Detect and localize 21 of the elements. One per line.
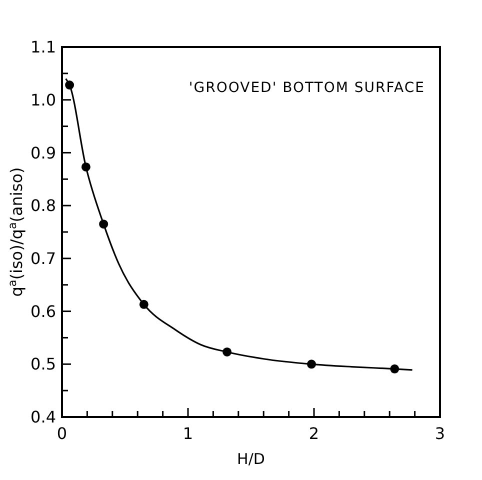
y-tick-label: 0.4	[30, 408, 56, 427]
x-tick-label: 3	[434, 424, 446, 443]
x-tick-label: 1	[182, 424, 194, 443]
annotation: 'GROOVED' BOTTOM SURFACE	[188, 80, 425, 96]
x-axis-title: H/D	[237, 450, 265, 468]
point	[306, 360, 316, 369]
y-tick-label: 1.0	[30, 90, 56, 110]
y-tick-label: 0.9	[30, 143, 56, 162]
y-tick-label: 0.7	[30, 249, 56, 268]
x-tick-label: 0	[56, 424, 68, 443]
point	[65, 80, 74, 90]
point	[390, 364, 400, 374]
y-tick-label: 0.8	[30, 196, 56, 216]
y-tick-label: 0.5	[30, 354, 56, 374]
y-tick-label: 1.1	[30, 38, 56, 57]
x-tick-label: 2	[308, 424, 320, 443]
point	[139, 300, 148, 309]
point	[99, 220, 108, 229]
point	[222, 347, 232, 356]
y-tick-label: 0.6	[30, 302, 56, 321]
point	[81, 162, 90, 172]
